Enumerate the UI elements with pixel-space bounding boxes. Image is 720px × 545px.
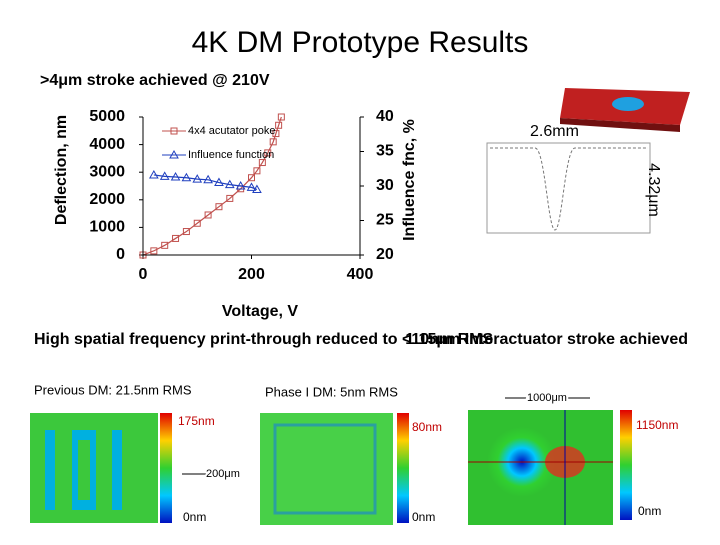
x-axis-label: Voltage, V [222, 303, 298, 320]
y2-axis-label: Influence fnc, % [401, 119, 418, 241]
y2-tick-label: 35 [376, 143, 394, 160]
marker [252, 184, 262, 193]
marker [248, 174, 255, 182]
legend-marker [169, 149, 179, 159]
map-feature [78, 440, 90, 500]
map-feature [112, 430, 122, 510]
map-caption: Previous DM: 21.5nm RMS [34, 382, 192, 397]
marker [253, 167, 261, 175]
profile-depth: 4.32μm [645, 163, 662, 217]
marker [204, 211, 212, 219]
marker [172, 234, 180, 242]
marker [235, 180, 246, 190]
marker [226, 194, 234, 202]
marker [214, 177, 224, 187]
note: 1.15μm Interactuator stroke achieved [405, 331, 688, 348]
map: Previous DM: 21.5nm RMS 175nm 0nm 200μm [30, 382, 242, 524]
y-tick-label: 0 [116, 246, 125, 263]
marker [269, 138, 277, 146]
map-feature [45, 430, 55, 510]
profile-inset: 2.6mm 4.32μm [486, 88, 690, 234]
profile-box [486, 142, 651, 234]
colorbar [160, 413, 172, 523]
y-tick-label: 1000 [89, 219, 125, 236]
marker [203, 174, 213, 184]
colorbar [397, 413, 409, 523]
profile-curve [490, 147, 648, 231]
marker [181, 172, 192, 182]
marker [159, 171, 170, 180]
marker [148, 169, 159, 179]
colorbar [620, 410, 632, 520]
colorbar-max: 175nm [178, 414, 215, 428]
series-line [153, 174, 258, 191]
marker [170, 172, 181, 181]
colorbar-max: 80nm [412, 420, 442, 434]
plot-area [143, 117, 360, 255]
map-caption: Phase I DM: 5nm RMS [265, 384, 398, 399]
y2-tick-label: 40 [376, 108, 394, 125]
marker [277, 113, 285, 121]
colorbar-min: 0nm [183, 510, 206, 524]
note: High spatial frequency print-through red… [34, 331, 493, 348]
map: Phase I DM: 5nm RMS 80nm 0nm [260, 384, 442, 525]
y2-tick-label: 20 [376, 246, 394, 263]
map-image [260, 413, 393, 525]
subtitle: >4μm stroke achieved @ 210V [40, 72, 270, 89]
slide-title: 4K DM Prototype Results [192, 26, 529, 59]
legend-label: 4x4 acutator poke [188, 125, 275, 137]
map-feature [273, 423, 377, 515]
y2-tick-label: 25 [376, 212, 394, 229]
marker [215, 203, 223, 211]
x-tick-label: 0 [139, 266, 148, 283]
y-tick-label: 2000 [89, 191, 125, 208]
marker [193, 219, 201, 227]
surface-dip [612, 97, 644, 111]
colorbar-min: 0nm [638, 504, 661, 518]
marker [161, 241, 169, 249]
scale-label: 1000μm [527, 392, 567, 404]
x-tick-label: 200 [238, 266, 265, 283]
colorbar-min: 0nm [412, 510, 435, 524]
marker [275, 121, 283, 129]
legend-marker [170, 127, 178, 135]
marker [264, 149, 272, 157]
y-axis-label: Deflection, nm [53, 115, 70, 225]
x-tick-label: 400 [347, 266, 374, 283]
colorbar-max: 1150nm [636, 418, 678, 432]
y2-tick-label: 30 [376, 177, 394, 194]
marker [272, 130, 280, 138]
y-tick-label: 3000 [89, 163, 125, 180]
chart: Deflection, nm Influence fnc, % Voltage,… [53, 108, 418, 320]
y-tick-label: 4000 [89, 136, 125, 153]
map: 1000μm 1150nm 0nm [468, 390, 678, 525]
profile-width: 2.6mm [530, 123, 579, 140]
scale-label: 200μm [206, 468, 240, 480]
marker [182, 228, 190, 236]
series-line [142, 116, 282, 256]
marker [224, 179, 235, 189]
y-tick-label: 5000 [89, 108, 125, 125]
marker [258, 159, 266, 167]
legend-label: Influence function [188, 149, 274, 161]
surface-3d-edge [560, 118, 680, 132]
marker [246, 182, 257, 191]
marker [192, 174, 203, 183]
marker [150, 247, 158, 255]
